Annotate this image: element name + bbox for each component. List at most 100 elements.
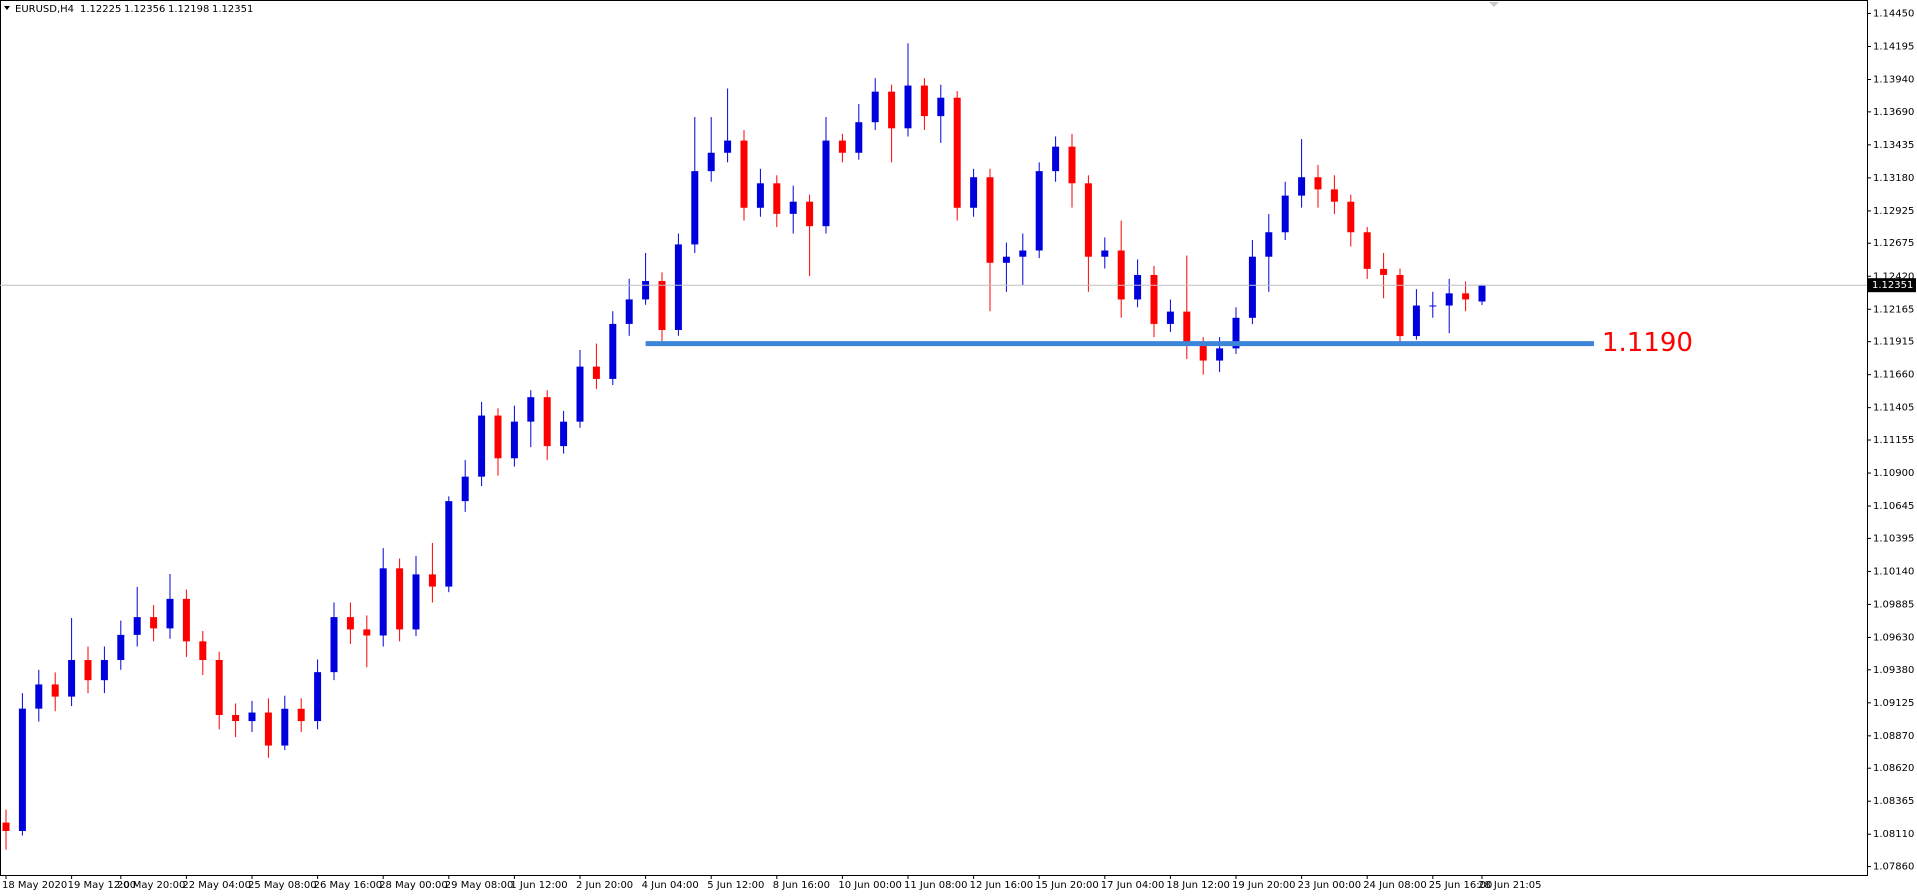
y-tick-label: 1.08870: [1873, 731, 1914, 742]
candle-body: [412, 574, 420, 630]
x-tick-label: 28 May 00:00: [379, 880, 448, 891]
x-tick-label: 22 May 04:00: [182, 880, 251, 891]
candle-body: [478, 415, 486, 477]
header-low: 1.12198: [168, 4, 209, 15]
candle-body: [576, 366, 584, 422]
candle-body: [1265, 232, 1273, 257]
y-tick-label: 1.13690: [1873, 107, 1914, 118]
y-tick-label: 1.09630: [1873, 632, 1914, 643]
x-tick-label: 18 Jun 12:00: [1166, 880, 1230, 891]
candle-body: [1429, 305, 1437, 307]
candle-body: [1101, 250, 1109, 257]
candle-body: [1199, 342, 1207, 361]
y-tick-label: 1.13940: [1873, 74, 1914, 85]
candle-body: [1314, 177, 1322, 190]
candle-body: [1183, 311, 1191, 343]
candle-body: [625, 299, 633, 324]
candle-body: [428, 574, 436, 587]
candle-body: [150, 617, 158, 629]
y-tick-label: 1.12165: [1873, 304, 1914, 315]
candle-body: [773, 183, 781, 214]
x-tick-label: 18 May 2020: [2, 880, 67, 891]
candle-body: [920, 85, 928, 117]
candle-body: [642, 281, 650, 300]
x-tick-label: 19 Jun 20:00: [1232, 880, 1296, 891]
y-tick-label: 1.10900: [1873, 468, 1914, 479]
candle-body: [888, 91, 896, 129]
candle-body: [691, 171, 699, 245]
x-tick-label: 1 Jun 12:00: [510, 880, 567, 891]
y-tick-label: 1.07860: [1873, 862, 1914, 873]
x-tick-label: 26 May 16:00: [314, 880, 383, 891]
y-tick-label: 1.12420: [1873, 271, 1914, 282]
candle-body: [51, 684, 59, 697]
candle-body: [937, 97, 945, 117]
y-tick-label: 1.14450: [1873, 8, 1914, 19]
y-tick-label: 1.08620: [1873, 763, 1914, 774]
candle-body: [494, 415, 502, 459]
candle-body: [1134, 274, 1142, 300]
price-tag-label: 1.12351: [1872, 280, 1913, 291]
candle-body: [2, 822, 10, 831]
x-tick-label: 25 May 08:00: [248, 880, 317, 891]
x-tick-label: 8 Jun 16:00: [773, 880, 830, 891]
candle-body: [396, 568, 404, 630]
y-tick-label: 1.09380: [1873, 665, 1914, 676]
support-label: 1.1190: [1602, 328, 1693, 358]
candle-body: [510, 421, 518, 459]
candle-body: [1248, 256, 1256, 318]
y-tick-label: 1.09885: [1873, 599, 1914, 610]
y-tick-label: 1.12925: [1873, 206, 1914, 217]
candle-body: [166, 598, 174, 629]
candle-body: [789, 201, 797, 214]
candle-body: [461, 476, 469, 502]
candle-body: [18, 708, 26, 831]
header-high: 1.12356: [124, 4, 165, 15]
candle-body: [674, 244, 682, 330]
y-tick-label: 1.12675: [1873, 238, 1914, 249]
candle-body: [445, 501, 453, 587]
candle-body: [560, 421, 568, 447]
candle-body: [806, 201, 814, 227]
x-tick-label: 17 Jun 04:00: [1101, 880, 1165, 891]
candle-body: [1363, 232, 1371, 269]
y-tick-label: 1.13435: [1873, 140, 1914, 151]
candle-body: [1035, 171, 1043, 251]
x-tick-label: 25 Jun 16:00: [1429, 880, 1493, 891]
candle-body: [1216, 348, 1224, 361]
candle-body: [707, 152, 715, 172]
plot-frame: [0, 0, 1868, 876]
candle-body: [68, 659, 76, 697]
candle-body: [953, 97, 961, 208]
y-tick-label: 1.09125: [1873, 698, 1914, 709]
x-tick-label: 5 Jun 12:00: [707, 880, 764, 891]
x-tick-label: 29 May 08:00: [445, 880, 514, 891]
candle-body: [1281, 195, 1289, 233]
candle-body: [986, 177, 994, 263]
candle-body: [658, 281, 666, 330]
candle-body: [1330, 189, 1338, 202]
candle-body: [1478, 285, 1486, 302]
y-tick-label: 1.14195: [1873, 41, 1914, 52]
header: EURUSD,H4 1.12225 1.12356 1.12198 1.12351: [15, 4, 253, 15]
candle-body: [346, 617, 354, 630]
candle-body: [35, 684, 43, 709]
candle-body: [1150, 274, 1158, 324]
candle-body: [133, 617, 141, 635]
candle-body: [592, 366, 600, 379]
x-tick-label: 4 Jun 04:00: [642, 880, 699, 891]
candle-body: [1298, 177, 1306, 196]
candle-body: [1052, 146, 1060, 172]
candle-body: [232, 714, 240, 722]
candle-body: [543, 397, 551, 447]
candle-body: [264, 712, 272, 746]
candle-body: [1068, 146, 1076, 184]
candle-body: [100, 659, 108, 681]
candle-body: [379, 568, 387, 636]
y-tick-label: 1.11915: [1873, 337, 1914, 348]
candle-body: [215, 659, 223, 715]
header-close: 1.12351: [212, 4, 253, 15]
header-open: 1.12225: [80, 4, 121, 15]
candle-body: [1166, 311, 1174, 324]
candle-body: [1412, 305, 1420, 337]
